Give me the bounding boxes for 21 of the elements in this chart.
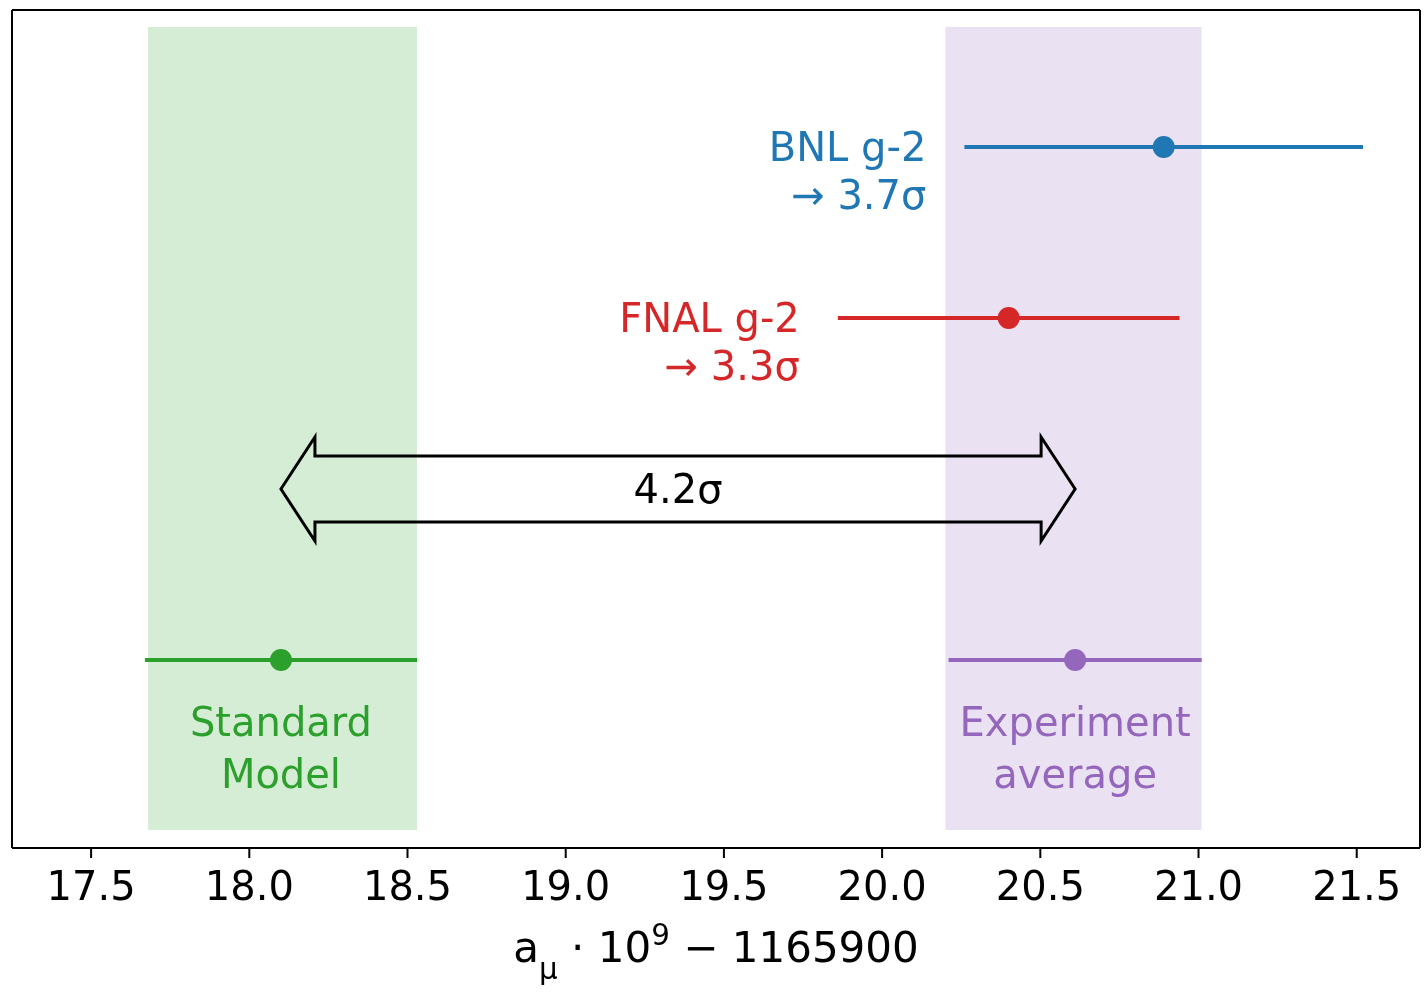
series-label: Experiment average [959,699,1191,797]
annotation: → 3.3σ [664,343,800,389]
x-tick-label: 19.5 [679,863,769,909]
point [269,649,292,671]
x-tick-label: 18.5 [362,863,453,909]
x-tick-label: 17.5 [46,863,136,909]
x-tick-label: 20.0 [837,863,927,909]
x-tick-label: 21.5 [1312,863,1402,909]
x-tick-label: 20.5 [995,863,1085,909]
x-tick-label: 19.0 [521,863,611,909]
point [1064,649,1087,671]
annotation: → 3.7σ [791,172,927,218]
point [997,307,1020,329]
annotation: 4.2σ [633,466,723,512]
point [1152,136,1175,158]
x-axis-title: a$_{μ}$ · 10$^{9}$ − 1165900 [513,918,919,986]
x-tick-label: 18.0 [204,863,294,909]
text: FNAL g-2 [619,295,800,341]
series-label: Standard Model [189,699,372,797]
x-tick-label: 21.0 [1153,863,1244,909]
text: BNL g-2 [768,124,927,170]
